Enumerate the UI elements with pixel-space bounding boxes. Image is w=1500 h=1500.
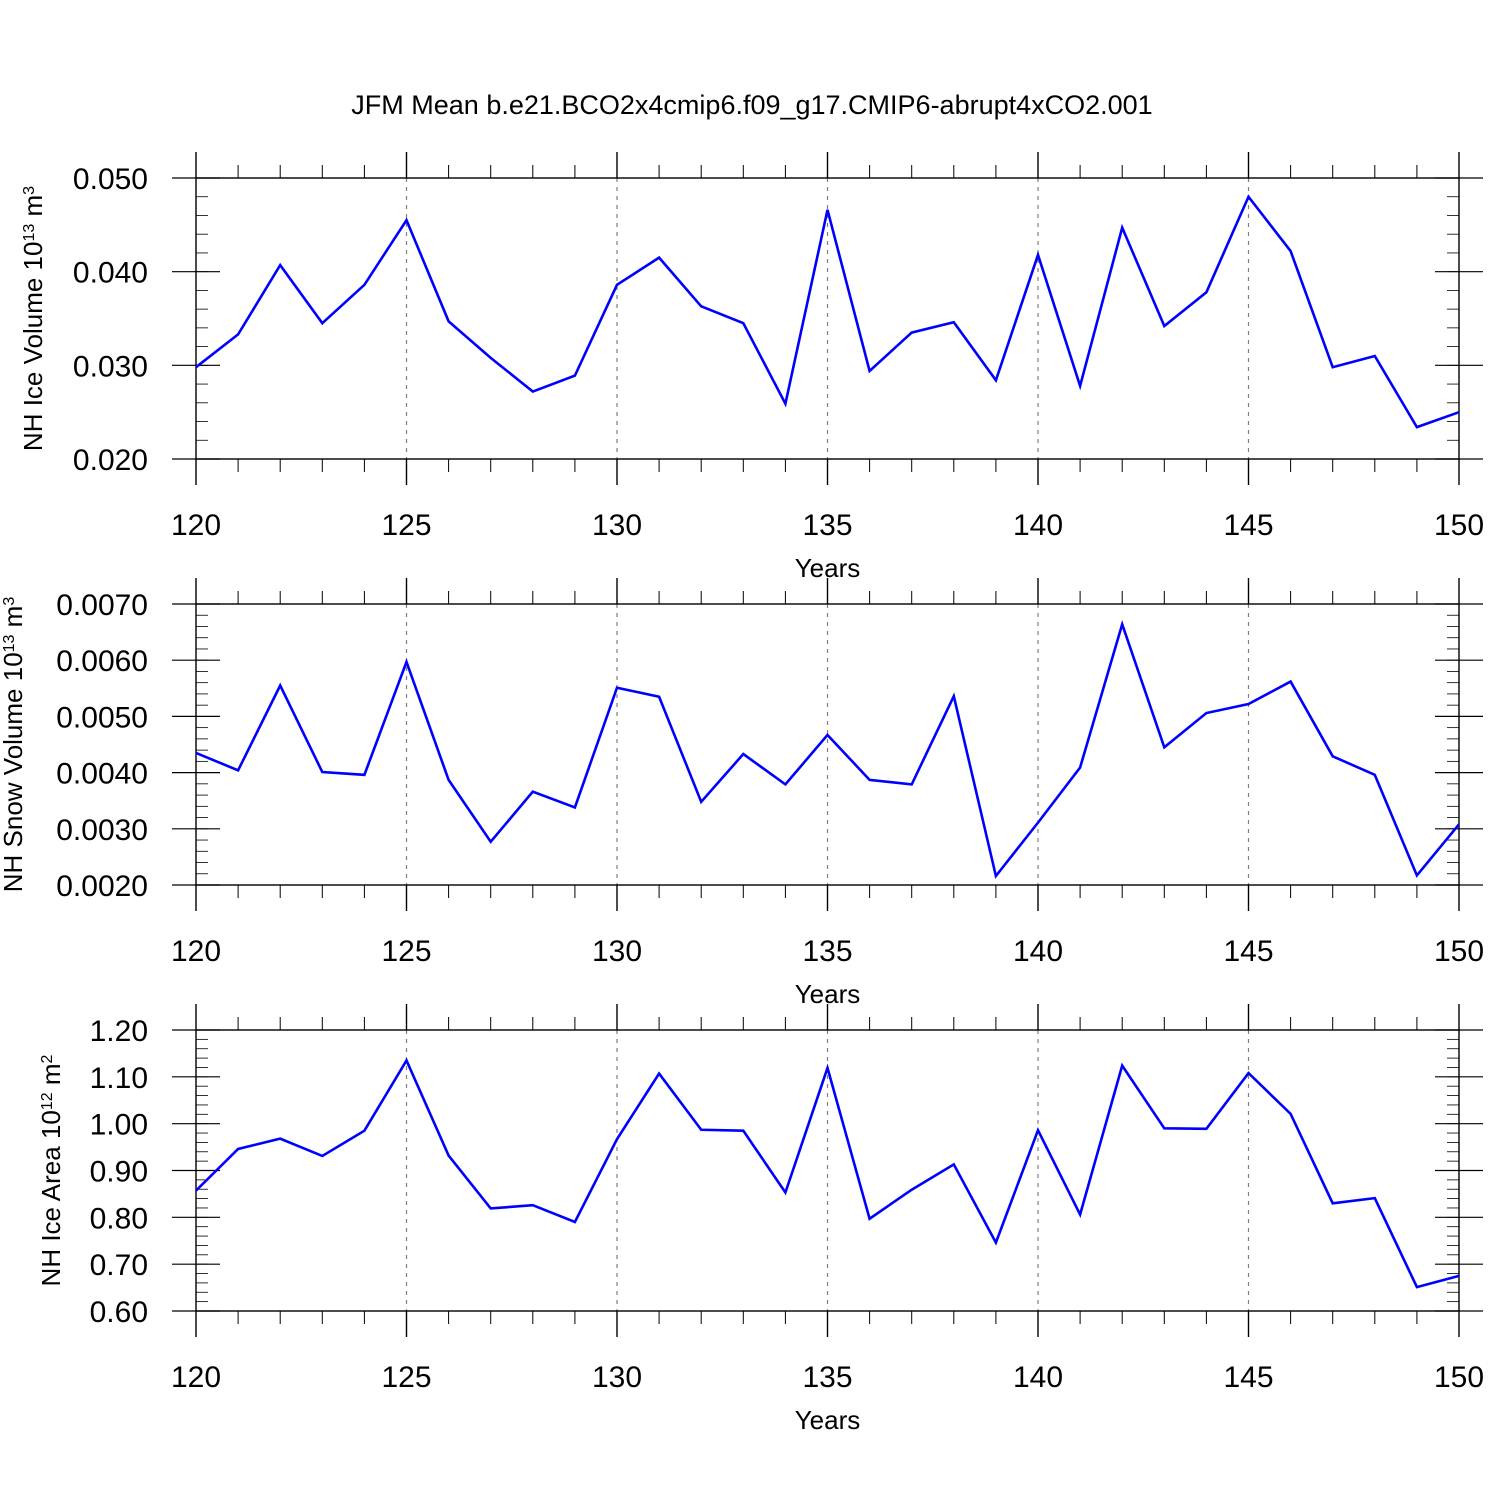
x-tick-label: 120 <box>171 935 221 968</box>
x-tick-label: 130 <box>592 509 642 542</box>
x-tick-label: 140 <box>1013 509 1063 542</box>
series-line <box>195 619 1461 879</box>
y-tick-label: 0.040 <box>73 257 148 290</box>
x-tick-label: 150 <box>1434 509 1484 542</box>
y-axis-label-text: NH Ice Area 10 <box>36 1110 66 1286</box>
ice-volume-panel: 0.020 0.030 0.040 0.050 120 125 130 135 140 145 15… <box>18 152 1484 583</box>
ice-area-panel: 0.60 0.70 0.80 0.90 1.00 1.10 1.20 120 125 130 135… <box>36 1004 1484 1435</box>
y-axis-label-exponent: 13 <box>1 634 18 652</box>
y-tick-label: 0.050 <box>73 163 148 196</box>
y-axis-label: NH Ice Area 1012 m2 <box>36 1054 66 1286</box>
x-tick-label: 130 <box>592 935 642 968</box>
x-tick-label: 150 <box>1434 935 1484 968</box>
y-axis-label-text: m <box>36 1063 66 1092</box>
snow-volume-panel: 0.0020 0.0030 0.0040 0.0050 0.0060 0.0070 120 1… <box>0 578 1484 1009</box>
x-tick-label: 135 <box>802 509 852 542</box>
chart-title: JFM Mean b.e21.BCO2x4cmip6.f09_g17.CMIP6… <box>351 90 1152 120</box>
y-tick-label: 0.020 <box>73 444 148 477</box>
y-axis-label-exponent: 13 <box>21 224 38 242</box>
x-tick-label: 140 <box>1013 1361 1063 1394</box>
x-tick-label: 120 <box>171 509 221 542</box>
y-tick-label: 0.0030 <box>56 814 148 847</box>
y-axis-label: NH Ice Volume 1013 m3 <box>18 186 48 451</box>
series-line <box>195 194 1460 429</box>
x-tick-label: 135 <box>802 935 852 968</box>
y-tick-label: 0.0060 <box>56 645 148 678</box>
series-line <box>195 1057 1460 1289</box>
y-tick-label: 0.0050 <box>56 701 148 734</box>
y-axis-label-text: m <box>18 195 48 224</box>
y-tick-label: 1.00 <box>90 1109 148 1142</box>
y-tick-label: 0.0070 <box>56 589 148 622</box>
x-tick-label: 125 <box>381 1361 431 1394</box>
y-axis-label-exponent: 2 <box>39 1054 56 1063</box>
x-tick-label: 130 <box>592 1361 642 1394</box>
y-tick-label: 1.20 <box>90 1015 148 1048</box>
y-axis-label-text: m <box>0 606 28 635</box>
y-axis-label-exponent: 3 <box>21 186 38 195</box>
x-tick-label: 135 <box>802 1361 852 1394</box>
y-axis-label-text: NH Snow Volume 10 <box>0 652 28 892</box>
plot-frame <box>195 603 1460 886</box>
x-tick-label: 120 <box>171 1361 221 1394</box>
x-tick-label: 145 <box>1223 1361 1273 1394</box>
y-tick-label: 0.030 <box>73 350 148 383</box>
y-tick-label: 0.0040 <box>56 758 148 791</box>
y-tick-label: 0.90 <box>90 1156 148 1189</box>
x-tick-label: 125 <box>381 935 431 968</box>
y-tick-label: 0.80 <box>90 1202 148 1235</box>
plot-frame <box>195 1029 1460 1312</box>
y-tick-label: 0.60 <box>90 1296 148 1329</box>
y-tick-label: 0.70 <box>90 1249 148 1282</box>
y-axis-label: NH Snow Volume 1013 m3 <box>0 597 28 893</box>
x-axis-label: Years <box>795 1405 861 1435</box>
x-tick-label: 145 <box>1223 935 1273 968</box>
plot-frame <box>195 177 1460 460</box>
y-axis-label-exponent: 12 <box>39 1092 56 1110</box>
x-tick-label: 150 <box>1434 1361 1484 1394</box>
y-tick-label: 0.0020 <box>56 870 148 903</box>
x-tick-label: 125 <box>381 509 431 542</box>
x-tick-label: 140 <box>1013 935 1063 968</box>
y-axis-label-text: NH Ice Volume 10 <box>18 242 48 452</box>
y-axis-label-exponent: 3 <box>1 597 18 606</box>
x-tick-label: 145 <box>1223 509 1273 542</box>
y-tick-label: 1.10 <box>90 1062 148 1095</box>
